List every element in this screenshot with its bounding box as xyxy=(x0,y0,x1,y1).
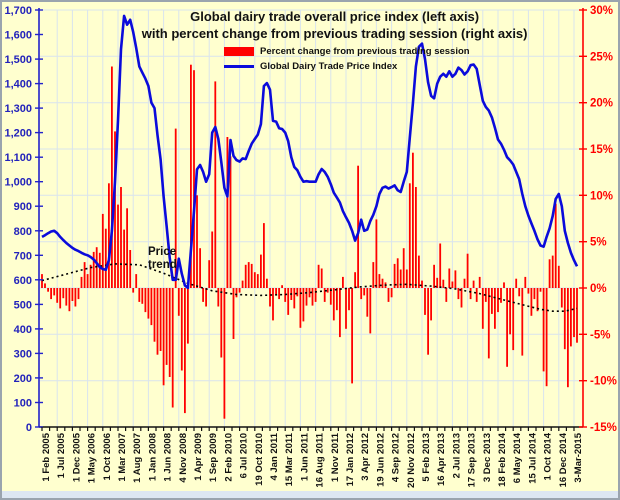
svg-text:1 Aug 2007: 1 Aug 2007 xyxy=(132,433,143,483)
svg-text:1,300: 1,300 xyxy=(4,103,32,115)
svg-text:-15%: -15% xyxy=(590,422,617,434)
svg-text:5%: 5% xyxy=(590,237,607,249)
svg-text:-10%: -10% xyxy=(590,376,617,388)
svg-text:1 Apr 2009: 1 Apr 2009 xyxy=(193,433,204,481)
svg-text:20 Nov 2012: 20 Nov 2012 xyxy=(406,433,417,488)
svg-text:0%: 0% xyxy=(590,283,607,295)
price-trend-annotation: Price trend xyxy=(148,246,177,271)
svg-text:16 Apr 2013: 16 Apr 2013 xyxy=(436,433,447,486)
legend-item-price-index: Global Dairy Trade Price Index xyxy=(224,59,470,74)
svg-text:600: 600 xyxy=(14,275,32,287)
x-axis-labels: 1 Feb 2005 1 Jul 2005 1 Dec 2005 1 May 2006… xyxy=(41,432,584,488)
price-index-line xyxy=(41,14,579,290)
right-axis-labels: 30% 25% 20% 15% 10% 5% 0% -5% -10% -15% xyxy=(590,5,617,434)
legend-label: Global Dairy Trade Price Index xyxy=(260,61,398,72)
svg-text:1 Dec 2005: 1 Dec 2005 xyxy=(71,432,82,482)
svg-text:1 Jun 2011: 1 Jun 2011 xyxy=(299,432,310,481)
svg-text:4 Nov 2008: 4 Nov 2008 xyxy=(178,433,189,483)
svg-text:17 Sep 2013: 17 Sep 2013 xyxy=(467,433,478,487)
svg-text:700: 700 xyxy=(14,250,32,262)
svg-text:800: 800 xyxy=(14,226,32,238)
legend-item-percent-change: Percent change from previous trading ses… xyxy=(224,44,470,59)
svg-text:400: 400 xyxy=(14,324,32,336)
svg-text:16 Dec 2014: 16 Dec 2014 xyxy=(558,432,569,487)
svg-text:2 Jul 2013: 2 Jul 2013 xyxy=(451,433,462,478)
svg-text:900: 900 xyxy=(14,201,32,213)
svg-text:1,200: 1,200 xyxy=(4,128,32,140)
svg-text:15 Jul 2014: 15 Jul 2014 xyxy=(527,432,538,483)
chart-title-line2: with percent change from previous tradin… xyxy=(141,26,528,41)
svg-text:1 May 2006: 1 May 2006 xyxy=(87,433,98,483)
percent-change-bars xyxy=(41,64,578,419)
svg-text:1 Oct 2014: 1 Oct 2014 xyxy=(543,432,554,480)
svg-text:1 Jul 2005: 1 Jul 2005 xyxy=(56,432,67,478)
chart-title-line1: Global dairy trade overall price index (… xyxy=(190,9,480,24)
svg-text:-5%: -5% xyxy=(590,329,610,341)
svg-text:3-Mar-2015: 3-Mar-2015 xyxy=(573,432,584,482)
bottom-strip xyxy=(2,491,618,498)
red-bar-swatch xyxy=(224,47,254,56)
svg-text:1 Feb 2005: 1 Feb 2005 xyxy=(41,432,52,481)
svg-text:1,100: 1,100 xyxy=(4,152,32,164)
svg-text:18 Feb 2014: 18 Feb 2014 xyxy=(497,432,508,487)
svg-text:16 Aug 2011: 16 Aug 2011 xyxy=(315,432,326,487)
svg-text:1,500: 1,500 xyxy=(4,54,32,66)
svg-text:1 Jan 2008: 1 Jan 2008 xyxy=(147,433,158,481)
svg-text:1 Mar 2007: 1 Mar 2007 xyxy=(117,433,128,482)
svg-text:6 Jul 2010: 6 Jul 2010 xyxy=(239,433,250,478)
axes xyxy=(35,8,587,431)
svg-text:1 Jun 2008: 1 Jun 2008 xyxy=(163,433,174,482)
svg-text:4 Sep 2012: 4 Sep 2012 xyxy=(391,433,402,482)
svg-text:3 Apr 2012: 3 Apr 2012 xyxy=(360,433,371,481)
svg-text:1 Oct 2006: 1 Oct 2006 xyxy=(102,433,113,481)
svg-text:19 Jun 2012: 19 Jun 2012 xyxy=(375,433,386,487)
svg-text:10%: 10% xyxy=(590,190,613,202)
left-axis-labels: 1,700 1,600 1,500 1,400 1,300 1,200 1,100 1,000… xyxy=(4,5,32,434)
svg-text:1 Sep 2009: 1 Sep 2009 xyxy=(208,433,219,482)
svg-text:1 Nov 2011: 1 Nov 2011 xyxy=(330,432,341,482)
svg-text:5 Feb 2013: 5 Feb 2013 xyxy=(421,433,432,482)
svg-text:0: 0 xyxy=(26,422,32,434)
svg-text:2 Feb 2010: 2 Feb 2010 xyxy=(223,433,234,482)
svg-text:19 Oct 2010: 19 Oct 2010 xyxy=(254,433,265,486)
svg-text:1,000: 1,000 xyxy=(4,177,32,189)
svg-text:15%: 15% xyxy=(590,144,613,156)
svg-text:1,400: 1,400 xyxy=(4,79,32,91)
svg-text:15 Mar 2011: 15 Mar 2011 xyxy=(284,432,295,486)
svg-text:500: 500 xyxy=(14,299,32,311)
svg-text:100: 100 xyxy=(14,398,32,410)
svg-text:4 Jan 2011: 4 Jan 2011 xyxy=(269,432,280,480)
legend-label: Percent change from previous trading ses… xyxy=(260,46,470,57)
svg-text:1,600: 1,600 xyxy=(4,30,32,42)
svg-text:200: 200 xyxy=(14,373,32,385)
svg-text:3 Dec 2013: 3 Dec 2013 xyxy=(482,433,493,482)
blue-line-swatch xyxy=(224,65,254,68)
svg-text:6 May 2014: 6 May 2014 xyxy=(512,432,523,483)
svg-text:25%: 25% xyxy=(590,51,613,63)
svg-text:20%: 20% xyxy=(590,98,613,110)
svg-text:17 Jan 2012: 17 Jan 2012 xyxy=(345,433,356,486)
svg-text:1,700: 1,700 xyxy=(4,5,32,17)
svg-text:300: 300 xyxy=(14,348,32,360)
chart-title: Global dairy trade overall price index (… xyxy=(142,8,528,42)
legend: Percent change from previous trading ses… xyxy=(224,44,470,74)
svg-text:30%: 30% xyxy=(590,5,613,17)
